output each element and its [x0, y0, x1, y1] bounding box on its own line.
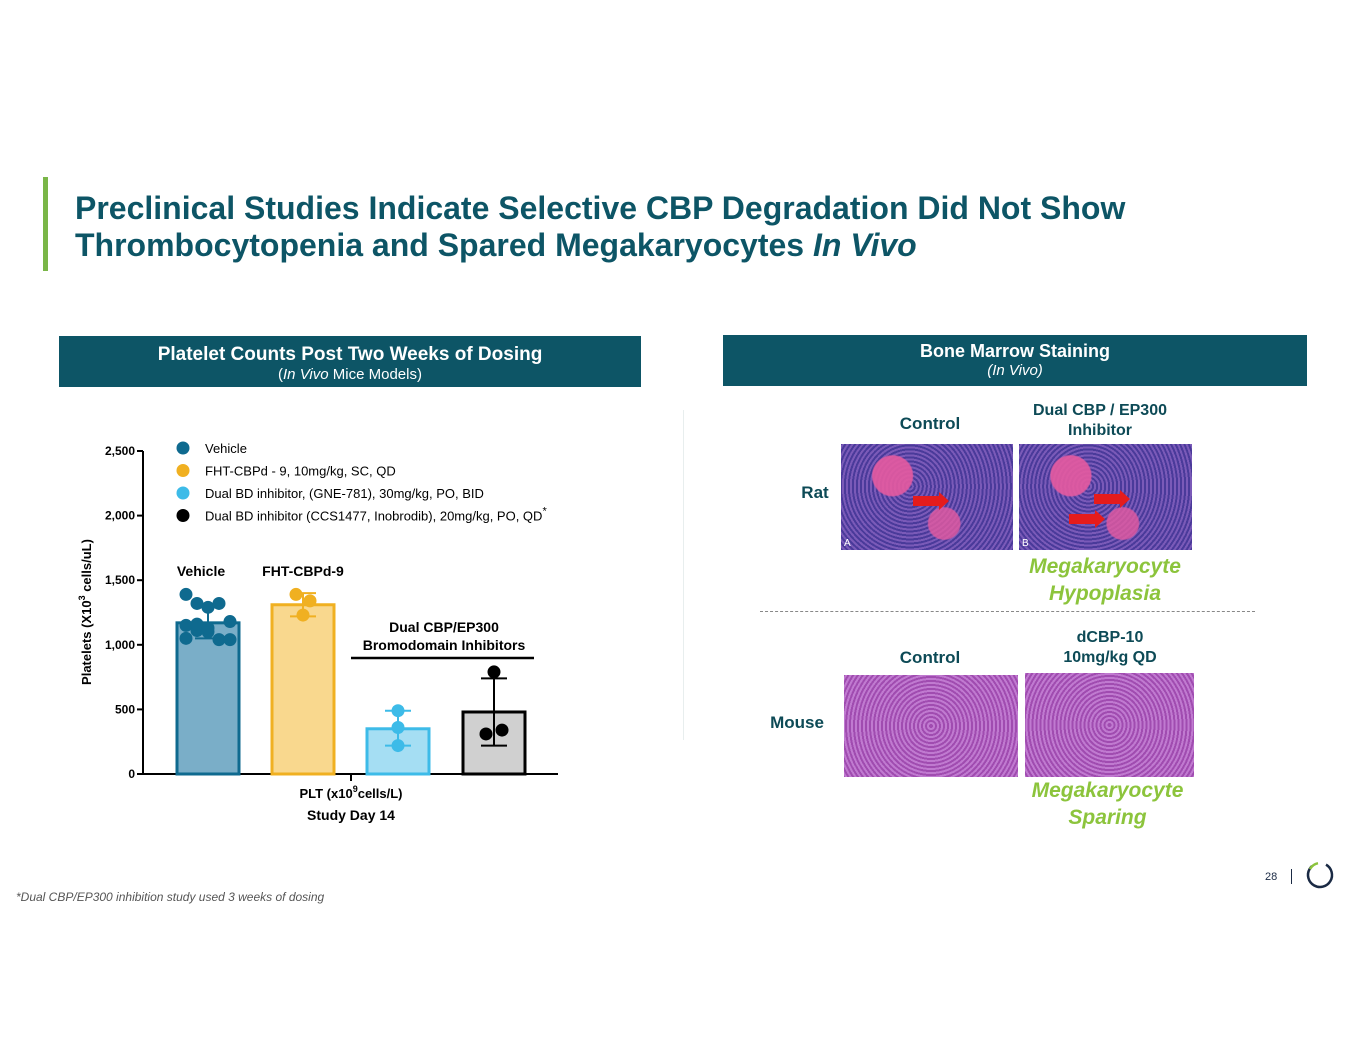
title-italic: In Vivo — [812, 227, 917, 263]
data-point — [190, 596, 204, 610]
subtitle-rest: Mice Models) — [328, 366, 422, 383]
mouse-treated-label: dCBP-10 10mg/kg QD — [1020, 628, 1200, 668]
legend-marker — [176, 464, 190, 477]
mouse-treated-line2: 10mg/kg QD — [1063, 649, 1157, 666]
data-point — [212, 633, 226, 647]
mouse-row-label: Mouse — [770, 713, 824, 732]
y-axis-label-part: cells/uL) — [79, 539, 94, 595]
rat-result: Megakaryocyte Hypoplasia — [1010, 553, 1200, 607]
annotation-vehicle: Vehicle — [177, 563, 225, 579]
page-separator — [1291, 869, 1292, 884]
right-panel-title: Bone Marrow Staining — [919, 341, 1110, 361]
data-point — [289, 587, 303, 601]
data-point — [479, 727, 493, 741]
legend-label: Dual BD inhibitor, (GNE-781), 30mg/kg, P… — [205, 486, 484, 501]
legend-marker — [176, 509, 190, 522]
mouse-treated-image — [1025, 673, 1194, 777]
y-axis-label: Platelets (X103 cells/uL) — [77, 539, 94, 685]
rat-treated-image: B — [1019, 444, 1192, 550]
legend-marker — [176, 486, 190, 500]
subtitle-italic: In Vivo — [283, 366, 329, 383]
mouse-control-label: Control — [899, 648, 961, 667]
rat-result-line1: Megakaryocyte — [1029, 555, 1181, 578]
rat-treated-label: Dual CBP / EP300 Inhibitor — [1010, 401, 1190, 441]
data-point — [179, 587, 193, 601]
right-panel-header: Bone Marrow Staining (In Vivo) — [723, 335, 1307, 386]
panel-a-label: A — [844, 538, 851, 549]
rat-treated-line2: Inhibitor — [1068, 422, 1132, 439]
x-axis-label: PLT (x109cells/L) — [299, 784, 402, 801]
data-point — [495, 723, 509, 737]
rat-result-line2: Hypoplasia — [1048, 582, 1162, 605]
y-axis-label-part: 3 — [77, 595, 87, 600]
data-point — [201, 621, 215, 635]
data-point — [201, 600, 215, 614]
rat-control-label: Control — [899, 414, 961, 433]
page-number: 28 — [1265, 871, 1278, 883]
data-point — [212, 596, 226, 610]
red-arrow-icon — [1094, 490, 1130, 508]
mouse-result: Megakaryocyte Sparing — [1010, 777, 1205, 831]
panel-b-label: B — [1022, 538, 1029, 549]
left-panel-header: Platelet Counts Post Two Weeks of Dosing… — [59, 336, 641, 387]
page-title: Preclinical Studies Indicate Selective C… — [75, 190, 1125, 264]
y-tick-label: 0 — [128, 767, 135, 781]
legend-label: Vehicle — [205, 441, 247, 456]
mouse-result-line2: Sparing — [1068, 806, 1147, 829]
annotation-fht: FHT-CBPd-9 — [262, 563, 344, 579]
data-point — [223, 615, 237, 629]
data-point — [296, 608, 310, 622]
footnote: *Dual CBP/EP300 inhibition study used 3 … — [16, 890, 325, 904]
title-line-1: Preclinical Studies Indicate Selective C… — [75, 190, 1126, 226]
mouse-treated-line1: dCBP-10 — [1076, 629, 1144, 646]
title-accent-bar — [43, 177, 48, 271]
y-tick-label: 2,000 — [105, 509, 135, 523]
y-axis-label-part: Platelets (X10 — [79, 600, 94, 685]
y-tick-label: 500 — [115, 702, 135, 716]
subtitle-paren: ( — [278, 366, 284, 383]
annotation-dual-2: Bromodomain Inhibitors — [363, 637, 526, 653]
x-axis-label-part: 9 — [353, 784, 358, 794]
panel-divider — [683, 410, 684, 740]
legend-label: Dual BD inhibitor (CCS1477, Inobrodib), … — [205, 506, 547, 524]
y-tick-label: 1,000 — [105, 638, 135, 652]
legend-marker — [176, 441, 190, 455]
annotation-dual-1: Dual CBP/EP300 — [389, 619, 499, 635]
x-axis-label-part: PLT (x10 — [299, 786, 352, 801]
mouse-control-image — [844, 675, 1018, 777]
title-line-2: Thrombocytopenia and Spared Megakaryocyt… — [75, 227, 1125, 264]
left-panel-subtitle: (In Vivo Mice Models) — [59, 366, 641, 383]
data-point — [391, 704, 405, 718]
data-point — [179, 631, 193, 645]
data-point — [190, 617, 204, 631]
bar — [175, 621, 241, 776]
title-line-2-text: Thrombocytopenia and Spared Megakaryocyt… — [75, 227, 813, 263]
bar — [270, 603, 336, 776]
data-point — [303, 594, 317, 608]
rat-row-label: Rat — [801, 483, 829, 502]
platelet-chart: 0 500 1,000 1,500 2,000 2,500 Platelets (X103 … — [77, 441, 558, 823]
legend-asterisk: * — [542, 506, 547, 518]
data-point — [391, 720, 405, 734]
legend-label: FHT-CBPd - 9, 10mg/kg, SC, QD — [205, 464, 396, 479]
data-point — [179, 618, 193, 632]
x-axis-label-2: Study Day 14 — [307, 807, 395, 823]
red-arrow-icon — [1069, 510, 1105, 528]
data-point — [223, 633, 237, 647]
rat-treated-line1: Dual CBP / EP300 — [1033, 402, 1167, 419]
x-axis-label-part: cells/L) — [358, 786, 403, 801]
dashed-divider — [760, 611, 1255, 612]
left-panel-title: Platelet Counts Post Two Weeks of Dosing — [157, 344, 543, 365]
red-arrow-icon — [913, 492, 949, 510]
rat-control-image: A — [841, 444, 1013, 550]
data-point — [391, 739, 405, 753]
data-point — [487, 665, 501, 679]
y-tick-label: 2,500 — [105, 444, 135, 458]
y-tick-label: 1,500 — [105, 573, 135, 587]
right-panel-subtitle: (In Vivo) — [987, 362, 1043, 379]
mouse-result-line1: Megakaryocyte — [1031, 779, 1184, 802]
company-logo-icon — [1306, 861, 1334, 889]
